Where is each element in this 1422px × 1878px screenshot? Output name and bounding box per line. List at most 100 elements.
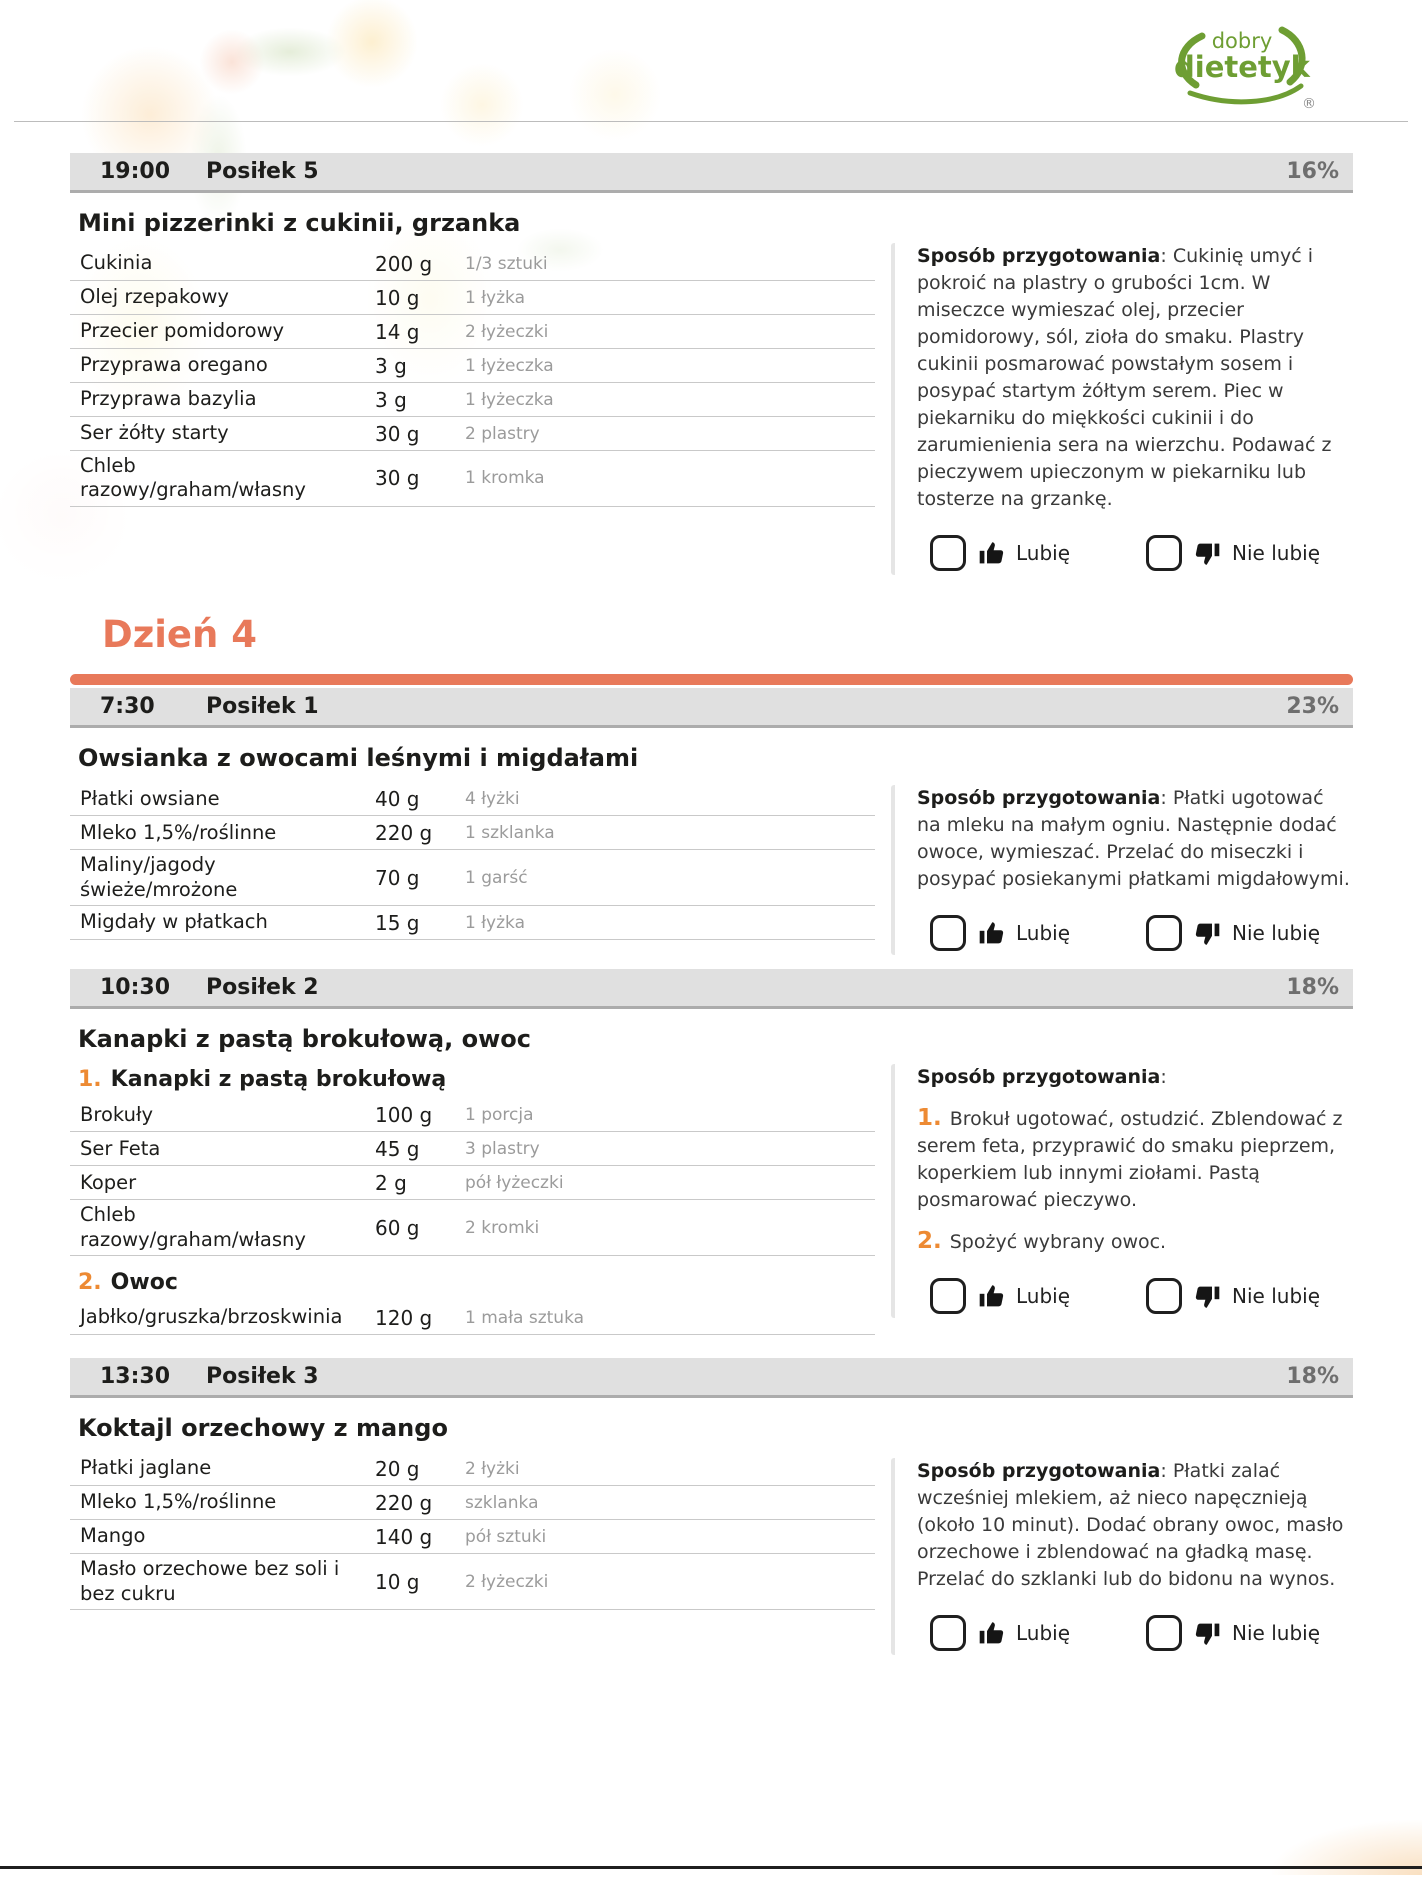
header-divider-line xyxy=(14,121,1408,122)
ingredient-group: 1. Kanapki z pastą brokułową Brokuły 100 … xyxy=(70,1067,875,1257)
meal-energy-percent: 18% xyxy=(1286,1364,1339,1390)
dish-title: Koktajl orzechowy z mango xyxy=(78,1414,448,1443)
ingredient-measure: 2 łyżki xyxy=(465,1458,520,1479)
ingredient-row: Maliny/jagody świeże/mrożone 70 g 1 garś… xyxy=(70,850,875,907)
dislike-label: Nie lubię xyxy=(1232,1621,1320,1646)
group-number: 1. xyxy=(78,1067,102,1093)
feedback-row: Lubię Nie lubię xyxy=(917,1615,1353,1652)
ingredient-name: Chleb razowy/graham/własny xyxy=(80,1203,306,1251)
meal-title: Posiłek 1 xyxy=(206,694,319,720)
ingredient-amount: 220 g xyxy=(375,1490,433,1515)
step-number: 1. xyxy=(917,1105,942,1132)
dish-title: Owsianka z owocami leśnymi i migdałami xyxy=(78,744,639,773)
ingredient-amount: 20 g xyxy=(375,1456,420,1481)
ingredient-row: Chleb razowy/graham/własny 60 g 2 kromki xyxy=(70,1200,875,1257)
ingredient-amount: 45 g xyxy=(375,1136,420,1161)
ingredient-measure: 2 łyżeczki xyxy=(465,321,549,342)
preparation-text: Sposób przygotowania: Płatki ugotować na… xyxy=(917,787,1350,891)
preparation-step: 2. Spożyć wybrany owoc. xyxy=(917,1228,1353,1256)
ingredient-amount: 70 g xyxy=(375,865,420,890)
like-label: Lubię xyxy=(1016,541,1071,565)
logo-right-swoosh xyxy=(1278,26,1306,86)
dislike-option: Nie lubię xyxy=(1146,915,1320,952)
ingredient-row: Migdały w płatkach 15 g 1 łyżka xyxy=(70,906,875,941)
ingredient-amount: 3 g xyxy=(375,387,407,412)
ingredient-name: Ser żółty starty xyxy=(80,421,229,445)
preparation-panel: Sposób przygotowania: 1. Brokuł ugotować,… xyxy=(891,1064,1353,1319)
ingredient-row: Przecier pomidorowy 14 g 2 łyżeczki xyxy=(70,315,875,349)
feedback-row: Lubię Nie lubię xyxy=(917,915,1353,952)
ingredient-amount: 200 g xyxy=(375,251,433,276)
step-text: Spożyć wybrany owoc. xyxy=(949,1231,1167,1254)
ingredient-name: Ser Feta xyxy=(80,1136,161,1160)
ingredient-name: Chleb razowy/graham/własny xyxy=(80,454,306,502)
like-checkbox[interactable] xyxy=(930,535,966,571)
ingredient-row: Ser żółty starty 30 g 2 plastry xyxy=(70,417,875,451)
ingredient-measure: 4 łyżki xyxy=(465,788,520,809)
thumb-up-icon xyxy=(978,540,1005,567)
dislike-label: Nie lubię xyxy=(1232,921,1320,946)
meal-section: 19:00 Posiłek 5 16% Mini pizzerinki z cu… xyxy=(70,153,1353,575)
feedback-row: Lubię Nie lubię xyxy=(917,1278,1353,1315)
meal-time: 19:00 xyxy=(100,159,171,184)
ingredient-group: Cukinia 200 g 1/3 sztuki Olej rzepakowy … xyxy=(70,247,875,507)
ingredient-measure: pół sztuki xyxy=(465,1526,547,1547)
ingredient-amount: 100 g xyxy=(375,1102,433,1127)
ingredient-measure: 1/3 sztuki xyxy=(465,253,548,274)
ingredient-row: Przyprawa oregano 3 g 1 łyżeczka xyxy=(70,349,875,383)
logo-underline-swoosh xyxy=(1187,83,1304,105)
ingredient-row: Brokuły 100 g 1 porcja xyxy=(70,1098,875,1133)
ingredient-row: Mango 140 g pół sztuki xyxy=(70,1520,875,1555)
meal-header-bar: 10:30 Posiłek 2 18% xyxy=(70,969,1353,1010)
meal-header-bar: 7:30 Posiłek 1 23% xyxy=(70,688,1353,729)
meal-section: 13:30 Posiłek 3 18% Koktajl orzechowy z … xyxy=(70,1358,1353,1656)
ingredient-row: Przyprawa bazylia 3 g 1 łyżeczka xyxy=(70,383,875,417)
ingredient-amount: 30 g xyxy=(375,466,420,491)
ingredient-measure: 1 porcja xyxy=(465,1104,534,1125)
ingredient-name: Brokuły xyxy=(80,1102,154,1126)
meal-time: 13:30 xyxy=(100,1364,171,1390)
like-option: Lubię xyxy=(930,1278,1070,1315)
ingredient-group: Płatki jaglane 20 g 2 łyżki Mleko 1,5%/r… xyxy=(70,1452,875,1610)
plan-content: 19:00 Posiłek 5 16% Mini pizzerinki z cu… xyxy=(70,153,1353,1656)
dish-title: Mini pizzerinki z cukinii, grzanka xyxy=(78,209,521,237)
dislike-option: Nie lubię xyxy=(1146,535,1320,571)
dobry-dietetyk-logo: dobry dietetyk ® xyxy=(1166,20,1318,114)
ingredient-amount: 120 g xyxy=(375,1305,433,1330)
preparation-label: Sposób przygotowania xyxy=(917,787,1161,810)
ingredient-row: Olej rzepakowy 10 g 1 łyżka xyxy=(70,281,875,315)
preparation-label: Sposób przygotowania xyxy=(917,1066,1161,1089)
logo-left-swoosh xyxy=(1178,32,1206,89)
ingredient-group: 2. Owoc Jabłko/gruszka/brzoskwinia 120 g … xyxy=(70,1270,875,1336)
like-label: Lubię xyxy=(1016,921,1071,946)
ingredient-name: Przecier pomidorowy xyxy=(80,319,285,343)
dislike-option: Nie lubię xyxy=(1146,1278,1320,1315)
logo-graphic: dobry dietetyk ® xyxy=(1174,26,1316,112)
dislike-checkbox[interactable] xyxy=(1146,1615,1183,1652)
like-checkbox[interactable] xyxy=(930,1278,966,1315)
preparation-panel: Sposób przygotowania: Płatki ugotować na… xyxy=(891,785,1353,956)
ingredient-group-title: 2. Owoc xyxy=(78,1270,178,1296)
dislike-checkbox[interactable] xyxy=(1146,1278,1183,1315)
ingredient-name: Cukinia xyxy=(80,251,153,275)
ingredient-name: Przyprawa bazylia xyxy=(80,387,257,411)
dislike-checkbox[interactable] xyxy=(1146,915,1183,952)
like-option: Lubię xyxy=(930,915,1071,952)
like-checkbox[interactable] xyxy=(930,915,966,952)
thumb-down-icon xyxy=(1194,540,1221,567)
ingredient-measure: 2 kromki xyxy=(465,1217,540,1238)
day-accent-bar xyxy=(70,674,1353,686)
ingredient-measure: szklanka xyxy=(465,1492,539,1513)
ingredient-measure: 1 garść xyxy=(465,867,528,888)
ingredient-amount: 3 g xyxy=(375,353,407,378)
dislike-label: Nie lubię xyxy=(1232,541,1320,565)
thumb-up-icon xyxy=(978,1283,1005,1310)
dislike-checkbox[interactable] xyxy=(1146,535,1183,571)
like-checkbox[interactable] xyxy=(930,1615,966,1652)
ingredient-row: Masło orzechowe bez soli i bez cukru 10 … xyxy=(70,1554,875,1610)
ingredients-table: Płatki jaglane 20 g 2 łyżki Mleko 1,5%/r… xyxy=(70,1452,875,1610)
thumb-up-icon xyxy=(978,1620,1005,1647)
preparation-step: 1. Brokuł ugotować, ostudzić. Zblendować … xyxy=(917,1105,1353,1214)
ingredient-row: Koper 2 g pół łyżeczki xyxy=(70,1166,875,1201)
ingredient-name: Masło orzechowe bez soli i bez cukru xyxy=(80,1557,340,1605)
